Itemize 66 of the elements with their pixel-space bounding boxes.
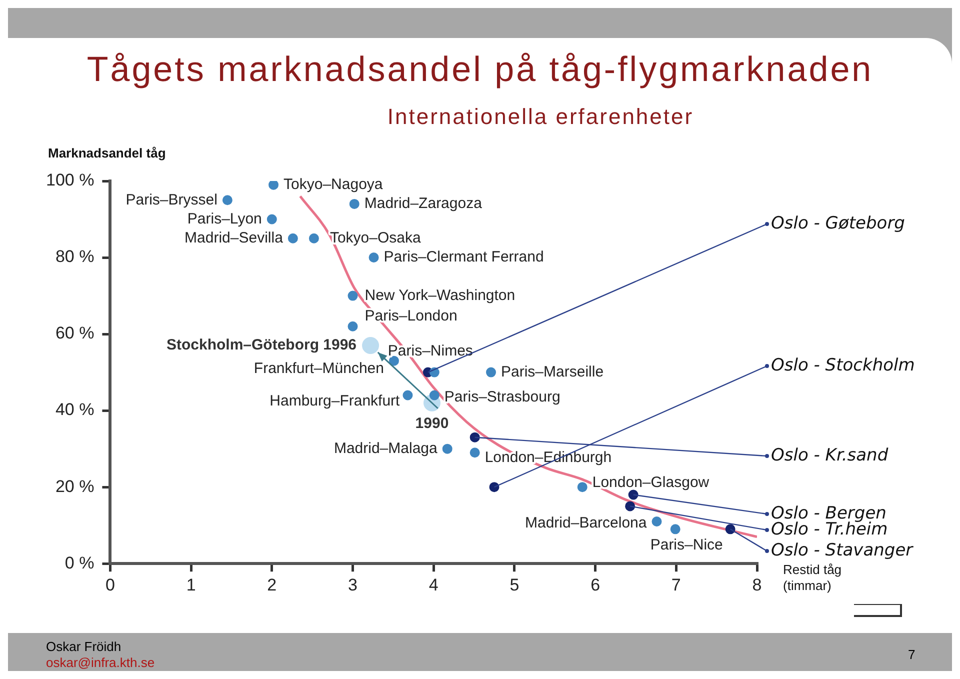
x-tick-label: 4 [428,575,438,594]
annotation: New York–Washington [364,286,516,304]
chart-title: Tågets marknadsandel på tåg-flygmarknaden [86,50,874,90]
point [308,233,319,244]
point [268,181,279,190]
text: 7 [908,647,916,662]
annotation: Madrid–Zaragoza [364,195,483,212]
x-tick-label: 5 [510,575,520,594]
annotation: Madrid–Sevilla [184,230,284,247]
y-tick-label: 60 % [55,324,94,343]
annotation: Frankfurt–München [254,360,384,377]
x-tick-label: 3 [348,575,358,594]
point [222,195,232,206]
x-tick-label: 6 [590,575,600,594]
point [368,252,379,263]
text: oskar@infra.kth.se [46,655,155,670]
x-axis-title: Restid tåg (timmar) [783,562,842,594]
x-tick-label: 0 [105,575,115,594]
y-tick-label: 0 % [64,553,94,572]
point [470,448,480,458]
x-tick-label: 2 [267,575,277,594]
point [725,524,736,534]
annotation: Paris–Strasbourg [444,388,560,406]
point [486,367,496,378]
annotation: Oslo - Gøteborg [771,213,906,234]
annotation: Paris–Nice [650,536,723,554]
point [362,337,380,354]
point [266,214,277,224]
point [652,516,662,527]
annotation: Oslo - Kr.sand [771,445,888,466]
x-tick-label: 1 [186,575,196,594]
point [577,482,588,492]
point [429,390,440,400]
annotation: Madrid–Malaga [334,440,438,457]
y-tick-label: 80 % [55,247,94,266]
y-axis-title: Marknadsandel tåg [48,146,166,161]
annotation: Paris–Clermant Ferrand [384,248,544,266]
y-tick-label: 40 % [55,400,94,420]
annotation: Tokyo–Nagoya [284,176,384,193]
point [628,490,638,500]
point [288,233,298,244]
point [402,390,413,400]
y-tick-label: 20 % [55,476,94,496]
annotation: Paris–Lyon [187,210,262,228]
point [470,432,480,442]
point [348,290,358,301]
annotation: Oslo - Stockholm [771,355,915,376]
point [442,444,452,454]
text: Oskar Fröidh [46,639,122,654]
point [349,198,360,209]
x-tick-label: 8 [752,575,762,594]
annotation: Madrid–Barcelona [524,514,648,532]
point [670,524,680,534]
annotation: 1990 [415,415,449,432]
annotation: Paris–Bryssel [126,191,218,208]
x-tick-label: 7 [671,575,681,594]
point [348,321,358,332]
annotation: London–Glasgow [592,474,710,492]
annotation: Oslo - Stavanger [771,540,914,560]
annotation: Hamburg–Frankfurt [270,392,401,410]
chart-subtitle: Internationella erfarenheter [386,104,695,130]
point [489,482,500,492]
annotation: Paris–Marseille [501,363,604,380]
y-tick-label: 100 % [46,170,94,190]
point [625,501,636,512]
annotation: Stockholm–Göteborg 1996 [166,336,357,354]
